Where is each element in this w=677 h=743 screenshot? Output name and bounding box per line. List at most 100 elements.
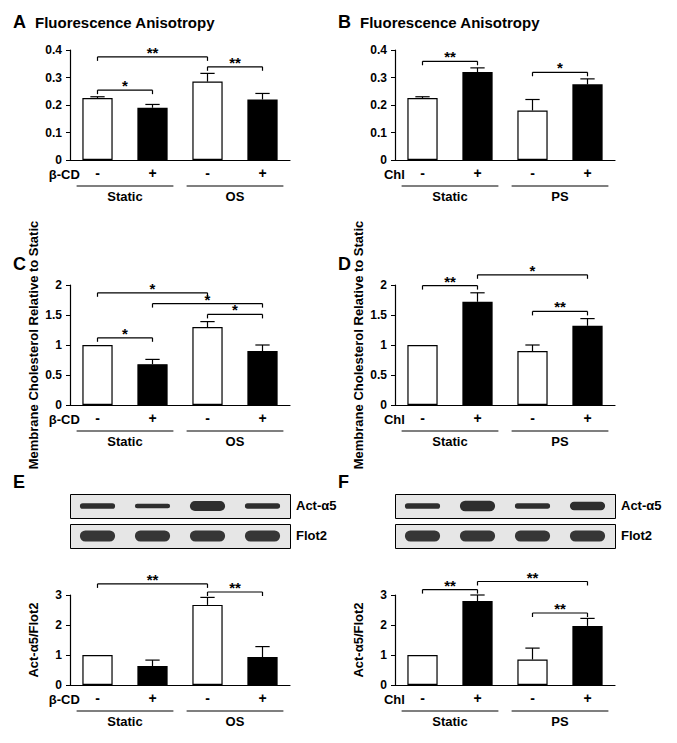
svg-text:*: * [150,280,156,297]
svg-text:**: ** [527,569,539,586]
svg-text:-: - [420,410,425,426]
svg-text:0: 0 [55,153,62,167]
svg-text:0.2: 0.2 [45,98,62,112]
svg-text:Static: Static [432,714,467,729]
svg-text:3: 3 [55,588,62,602]
svg-text:-: - [95,690,100,706]
svg-text:Static: Static [107,714,142,729]
svg-text:**: ** [444,48,456,65]
svg-text:1: 1 [55,338,62,352]
svg-text:β-CD: β-CD [49,412,80,427]
svg-text:**: ** [229,54,241,71]
svg-text:β-CD: β-CD [49,692,80,707]
svg-text:Membrane Cholesterol Relative: Membrane Cholesterol Relative to Static [26,221,41,470]
svg-text:2: 2 [380,618,387,632]
svg-text:+: + [473,410,481,426]
svg-text:Act-α5: Act-α5 [621,498,662,513]
svg-text:2: 2 [380,278,387,292]
svg-text:+: + [258,165,266,181]
svg-text:Flot2: Flot2 [296,528,327,543]
svg-text:0.4: 0.4 [45,43,62,57]
svg-text:Fluorescence Anisotropy: Fluorescence Anisotropy [35,14,215,31]
svg-text:0.1: 0.1 [45,126,62,140]
svg-text:Static: Static [107,434,142,449]
svg-text:0.2: 0.2 [370,98,387,112]
svg-text:+: + [583,690,591,706]
svg-text:+: + [473,165,481,181]
svg-text:*: * [122,325,128,342]
svg-text:-: - [530,165,535,181]
svg-text:Act-α5/Flot2: Act-α5/Flot2 [26,602,41,677]
svg-text:+: + [583,165,591,181]
svg-text:Static: Static [432,189,467,204]
svg-text:PS: PS [551,714,569,729]
svg-text:Membrane Cholesterol Relative: Membrane Cholesterol Relative to Static [351,221,366,470]
svg-text:0.1: 0.1 [370,126,387,140]
svg-text:0: 0 [380,678,387,692]
svg-text:+: + [583,410,591,426]
svg-text:OS: OS [226,714,245,729]
svg-text:0.3: 0.3 [370,71,387,85]
svg-text:0: 0 [380,153,387,167]
svg-text:-: - [205,410,210,426]
svg-text:**: ** [229,579,241,596]
svg-text:-: - [205,165,210,181]
svg-text:β-CD: β-CD [49,167,80,182]
svg-text:Flot2: Flot2 [621,528,652,543]
svg-text:-: - [530,410,535,426]
svg-text:3: 3 [380,588,387,602]
svg-text:Chl: Chl [384,167,405,182]
svg-text:1.5: 1.5 [45,308,62,322]
svg-text:**: ** [147,44,159,61]
svg-text:-: - [530,690,535,706]
svg-text:-: - [95,410,100,426]
svg-text:Chl: Chl [384,692,405,707]
svg-text:+: + [258,410,266,426]
svg-text:Fluorescence Anisotropy: Fluorescence Anisotropy [360,14,540,31]
svg-text:+: + [148,165,156,181]
svg-text:Static: Static [107,189,142,204]
svg-text:C: C [13,254,26,274]
svg-text:*: * [530,262,536,279]
svg-text:1: 1 [380,648,387,662]
svg-text:*: * [122,77,128,94]
svg-text:**: ** [147,571,159,588]
svg-text:A: A [13,12,26,32]
svg-text:Static: Static [432,434,467,449]
svg-text:**: ** [554,298,566,315]
svg-text:0.3: 0.3 [45,71,62,85]
svg-text:+: + [148,410,156,426]
svg-text:PS: PS [551,189,569,204]
svg-text:OS: OS [226,189,245,204]
svg-text:+: + [148,690,156,706]
svg-text:**: ** [444,577,456,594]
svg-text:0.4: 0.4 [370,43,387,57]
svg-text:*: * [557,59,563,76]
svg-text:B: B [338,12,351,32]
svg-text:**: ** [554,600,566,617]
svg-text:1: 1 [380,338,387,352]
svg-text:0: 0 [380,398,387,412]
svg-text:-: - [205,690,210,706]
svg-text:1.5: 1.5 [370,308,387,322]
svg-text:0: 0 [55,678,62,692]
svg-text:Act-α5/Flot2: Act-α5/Flot2 [351,602,366,677]
svg-text:D: D [338,254,351,274]
svg-text:-: - [95,165,100,181]
svg-text:0.5: 0.5 [45,368,62,382]
svg-text:0.5: 0.5 [370,368,387,382]
svg-text:OS: OS [226,434,245,449]
svg-text:F: F [338,472,349,492]
svg-text:+: + [258,690,266,706]
svg-text:E: E [13,472,25,492]
svg-text:Chl: Chl [384,412,405,427]
svg-text:2: 2 [55,618,62,632]
svg-text:2: 2 [55,278,62,292]
svg-text:Act-α5: Act-α5 [296,498,337,513]
svg-text:-: - [420,165,425,181]
svg-text:-: - [420,690,425,706]
svg-text:1: 1 [55,648,62,662]
svg-text:**: ** [444,273,456,290]
svg-text:PS: PS [551,434,569,449]
svg-text:+: + [473,690,481,706]
